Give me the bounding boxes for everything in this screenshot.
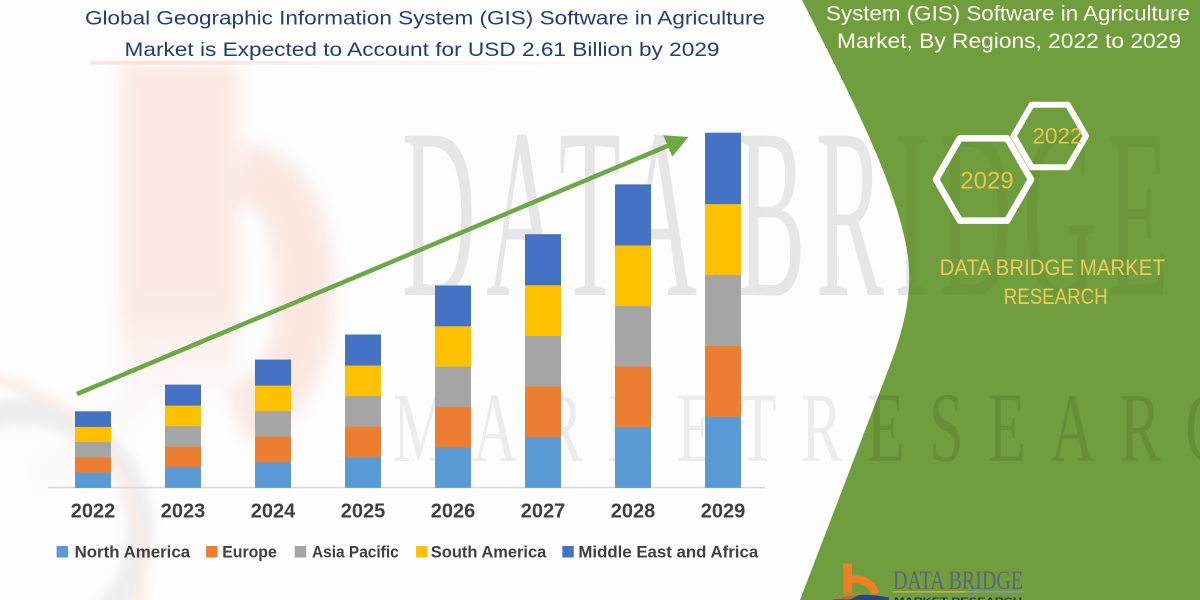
svg-text:2026: 2026 [431, 501, 476, 523]
svg-text:2025: 2025 [341, 501, 386, 523]
svg-text:2023: 2023 [161, 501, 206, 523]
svg-text:North America: North America [75, 542, 191, 561]
svg-text:DATA BRIDGE: DATA BRIDGE [893, 565, 1023, 595]
svg-text:2029: 2029 [701, 501, 746, 523]
svg-text:MARKET RESEARCH: MARKET RESEARCH [894, 596, 1022, 600]
svg-text:Market, By Regions, 2022 to 20: Market, By Regions, 2022 to 2029 [837, 29, 1181, 53]
svg-text:Asia Pacific: Asia Pacific [312, 542, 399, 561]
svg-text:Global Geographic Information: Global Geographic Information System (GI… [85, 8, 765, 30]
svg-text:2024: 2024 [251, 501, 296, 523]
svg-text:DATA BRIDGE MARKET: DATA BRIDGE MARKET [940, 255, 1165, 280]
svg-text:Europe: Europe [222, 542, 277, 561]
svg-text:2028: 2028 [611, 501, 656, 523]
svg-text:2022: 2022 [1032, 124, 1082, 149]
svg-text:Middle East and Africa: Middle East and Africa [578, 542, 758, 561]
svg-text:South America: South America [431, 542, 547, 561]
svg-text:2022: 2022 [71, 501, 116, 523]
svg-text:2029: 2029 [960, 168, 1013, 195]
svg-text:2027: 2027 [521, 501, 566, 523]
svg-text:Market is Expected to Account: Market is Expected to Account for USD 2.… [125, 39, 720, 61]
svg-text:System (GIS) Software in Agric: System (GIS) Software in Agriculture [826, 2, 1190, 26]
svg-text:RESEARCH: RESEARCH [1004, 284, 1108, 309]
